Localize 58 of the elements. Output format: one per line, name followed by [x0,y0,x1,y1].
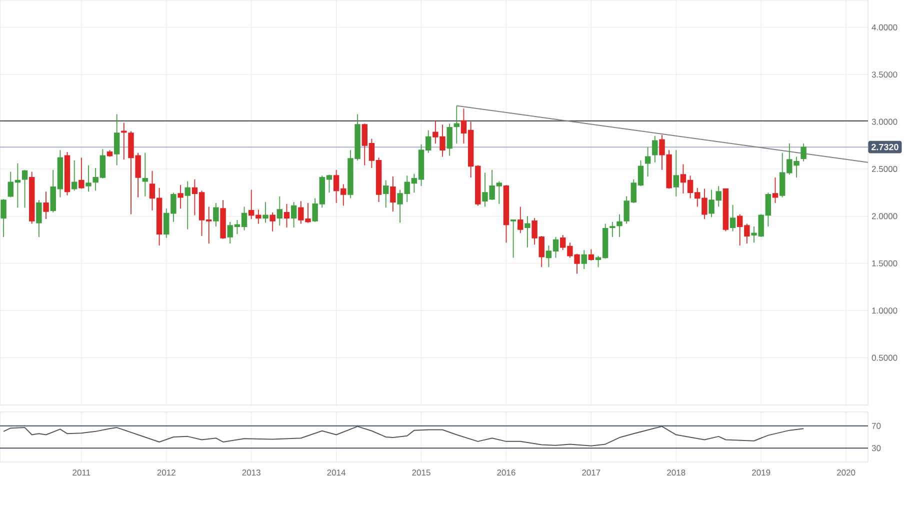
candlestick [106,150,113,158]
ref-line-label: 2.7320 [872,144,898,150]
y-tick-label: 0.5000 [872,354,898,361]
y-tick-label: 3.0000 [872,118,898,125]
candlestick [114,114,120,166]
y-tick-label: 2.0000 [872,213,898,220]
candlestick [36,200,42,238]
x-tick-label: 2020 [837,470,856,476]
x-tick-label: 2017 [582,470,600,476]
line-series [3,426,804,446]
candlestick [800,143,806,162]
candlestick [581,250,587,270]
x-tick-label: 2013 [242,470,260,476]
x-tick-label: 2015 [412,470,430,476]
candlestick [178,184,184,210]
candlestick [0,198,6,238]
y-tick-label: 2.5000 [872,166,898,172]
candlestick [673,150,679,197]
candlestick [29,171,35,224]
candlestick [276,196,283,226]
candlestick [64,152,70,196]
candlestick [184,180,190,230]
candlestick [121,122,127,160]
candlestick [71,160,78,192]
x-tick-label: 2014 [327,470,346,476]
x-tick-label: 2019 [752,470,770,476]
candlestick [616,214,622,238]
candlestick [220,200,226,240]
y-tick-label: 70 [872,422,881,429]
y-tick-label: 1.0000 [872,308,898,314]
candlestick [644,146,651,177]
candlestick [652,135,658,163]
x-tick-label: 2011 [72,470,90,476]
candlestick [722,188,729,232]
y-tick-label: 3.5000 [872,72,898,78]
y-tick-label: 4.0000 [872,24,898,30]
candlestick [518,206,524,234]
candlestick [390,176,396,212]
candlestick [142,152,148,197]
candlestick [78,157,84,190]
candlestick [213,202,219,228]
candlestick [446,123,452,156]
candlestick [290,202,297,228]
candlestick [524,216,530,248]
candlestick [454,105,460,144]
x-tick-label: 2012 [157,470,176,476]
candlestick [383,180,389,208]
candlestick [588,248,594,261]
candlestick [503,184,510,244]
candlestick [43,191,49,220]
candlestick [262,202,268,224]
y-tick-label: 30 [872,445,881,452]
candlestick [86,164,92,192]
candlestick [610,221,616,238]
x-tick-label: 2018 [667,470,686,476]
y-tick-label: 1.5000 [872,260,898,266]
x-tick-label: 2016 [497,470,516,476]
candlestick [270,212,276,232]
